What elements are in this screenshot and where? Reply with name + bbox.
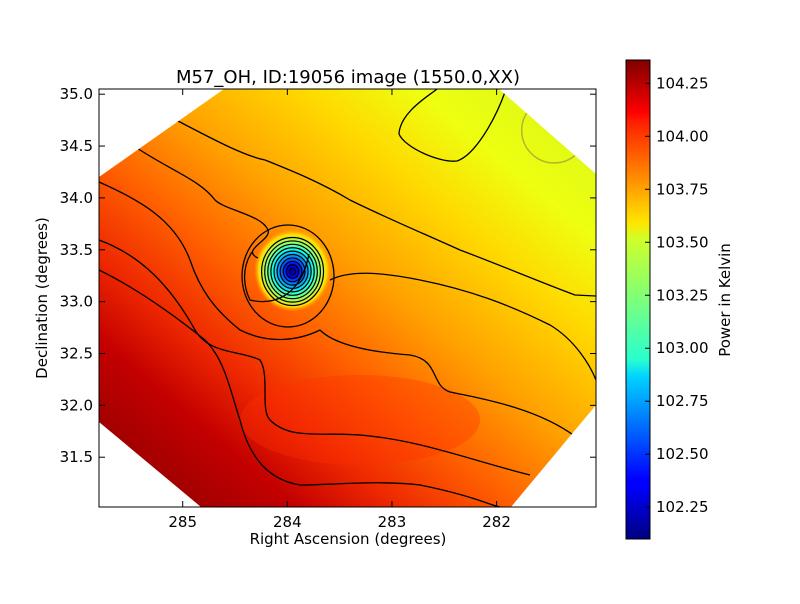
x-axis-label: Right Ascension (degrees) — [250, 530, 447, 548]
y-tick-label: 31.5 — [60, 448, 93, 466]
y-tick-label: 32.0 — [60, 396, 93, 414]
y-axis-ticks: 31.5 32.0 32.5 33.0 33.5 34.0 34.5 35.0 — [60, 85, 596, 466]
x-axis-ticks: 285 284 283 282 — [168, 89, 511, 531]
colorbar-tick-label: 103.75 — [656, 180, 709, 198]
source-contour-ring — [264, 240, 322, 303]
chart-title: M57_OH, ID:19056 image (1550.0,XX) — [176, 67, 520, 88]
colorbar-ticks: 102.25 102.50 102.75 103.00 103.25 103.50 103.… — [645, 74, 709, 516]
colorbar-tick-label: 102.25 — [656, 498, 709, 516]
colorbar-tick-label: 104.00 — [656, 127, 709, 145]
source-contour-tail — [243, 251, 310, 303]
source-contour-ring — [282, 260, 303, 283]
x-tick-label: 282 — [482, 513, 511, 531]
source-contour-ring — [285, 264, 300, 279]
plot-area — [99, 89, 596, 507]
contour-line — [136, 147, 269, 259]
colorbar-label: Power in Kelvin — [716, 243, 734, 357]
colorbar-tick-label: 104.25 — [656, 74, 709, 92]
colorbar-tick-label: 102.50 — [656, 445, 709, 463]
heatmap-warm-band — [240, 375, 480, 465]
contour-lines — [99, 89, 596, 507]
contour-line — [99, 269, 501, 507]
colorbar: 102.25 102.50 102.75 103.00 103.25 103.50 103.… — [625, 59, 734, 540]
y-tick-label: 33.5 — [60, 241, 93, 259]
source-contour-ring — [261, 236, 325, 307]
x-tick-label: 284 — [273, 513, 302, 531]
y-tick-label: 33.0 — [60, 293, 93, 311]
contour-line — [398, 89, 438, 135]
source-contour-ring — [241, 224, 335, 328]
source-contour-ring — [288, 267, 297, 276]
x-tick-label: 285 — [168, 513, 197, 531]
y-axis-label: Declination (degrees) — [33, 217, 51, 379]
source-contour-ring — [267, 243, 318, 300]
contour-line — [398, 91, 506, 162]
colorbar-tick-label: 103.50 — [656, 233, 709, 251]
colorbar-tick-label: 103.00 — [656, 339, 709, 357]
colorbar-tick-label: 102.75 — [656, 392, 709, 410]
contour-line — [99, 181, 321, 341]
y-tick-label: 35.0 — [60, 85, 93, 103]
contour-line — [319, 329, 577, 438]
colorbar-gradient — [625, 59, 651, 540]
contour-line — [99, 239, 531, 476]
source-contour-ring — [276, 253, 309, 290]
y-tick-label: 34.0 — [60, 189, 93, 207]
source-contour-ring — [279, 257, 306, 286]
y-tick-label: 34.5 — [60, 137, 93, 155]
plot-frame — [98, 88, 597, 508]
x-tick-label: 283 — [378, 513, 407, 531]
y-tick-label: 32.5 — [60, 344, 93, 362]
contour-line — [171, 117, 596, 297]
contour-line — [329, 272, 596, 381]
source-contour-ring — [270, 247, 315, 296]
source-contour-rings — [261, 236, 325, 307]
colorbar-tick-label: 103.25 — [656, 286, 709, 304]
heatmap-background — [99, 89, 596, 507]
source-contour-ring — [273, 250, 312, 293]
